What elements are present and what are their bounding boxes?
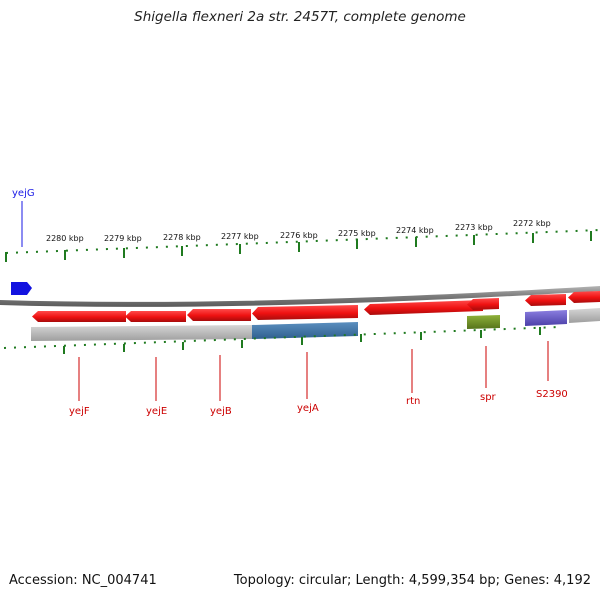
gene-label-yejG[interactable]: yejG bbox=[12, 188, 35, 199]
scale-label: 2280 kbp bbox=[46, 234, 84, 243]
product-bands bbox=[31, 308, 600, 341]
gene-label-spr[interactable]: spr bbox=[480, 392, 497, 403]
scale-label: 2272 kbp bbox=[513, 219, 551, 228]
product-band-spr bbox=[467, 315, 500, 329]
accession-label: Accession: NC_004741 bbox=[9, 573, 157, 588]
scale-label: 2273 kbp bbox=[455, 223, 493, 232]
cds-features bbox=[32, 291, 600, 322]
outer-scale bbox=[5, 229, 600, 262]
gene-label-yejF[interactable]: yejF bbox=[69, 406, 90, 417]
scale-label: 2275 kbp bbox=[338, 229, 376, 238]
gene-label-rtn[interactable]: rtn bbox=[406, 396, 420, 407]
gene-yejA[interactable] bbox=[252, 305, 358, 320]
gene-label-yejB[interactable]: yejB bbox=[210, 406, 232, 417]
gene-labels: yejF yejE yejB yejA rtn spr S2390 bbox=[69, 389, 568, 417]
genome-stats-label: Topology: circular; Length: 4,599,354 bp… bbox=[233, 573, 591, 588]
scale-label: 2276 kbp bbox=[280, 231, 318, 240]
scale-labels: 2280 kbp 2279 kbp 2278 kbp 2277 kbp 2276… bbox=[46, 219, 551, 243]
gene-label-yejA[interactable]: yejA bbox=[297, 403, 319, 414]
scale-label: 2279 kbp bbox=[104, 234, 142, 243]
product-band-offscreen bbox=[569, 308, 600, 323]
gene-offscreen-right[interactable] bbox=[568, 291, 600, 303]
gene-yejF[interactable] bbox=[32, 311, 126, 322]
product-band-yejF-yejB bbox=[31, 325, 252, 341]
gene-spr[interactable] bbox=[467, 298, 499, 310]
gene-rtn[interactable] bbox=[364, 300, 483, 315]
product-band-yejA bbox=[252, 322, 358, 339]
gene-S2390[interactable] bbox=[525, 294, 566, 306]
scale-label: 2274 kbp bbox=[396, 226, 434, 235]
gene-yejG[interactable] bbox=[11, 282, 32, 295]
gene-yejB[interactable] bbox=[187, 309, 251, 321]
scale-label: 2277 kbp bbox=[221, 232, 259, 241]
gene-leader-lines bbox=[78, 341, 549, 401]
gene-yejE[interactable] bbox=[125, 311, 186, 322]
gene-label-yejE[interactable]: yejE bbox=[146, 406, 167, 417]
product-band-S2390 bbox=[525, 310, 567, 326]
inner-scale bbox=[3, 326, 561, 354]
scale-label: 2278 kbp bbox=[163, 233, 201, 242]
genome-backbone bbox=[0, 286, 600, 307]
gene-label-S2390[interactable]: S2390 bbox=[536, 389, 568, 400]
genome-title: Shigella flexneri 2a str. 2457T, complet… bbox=[134, 9, 466, 25]
